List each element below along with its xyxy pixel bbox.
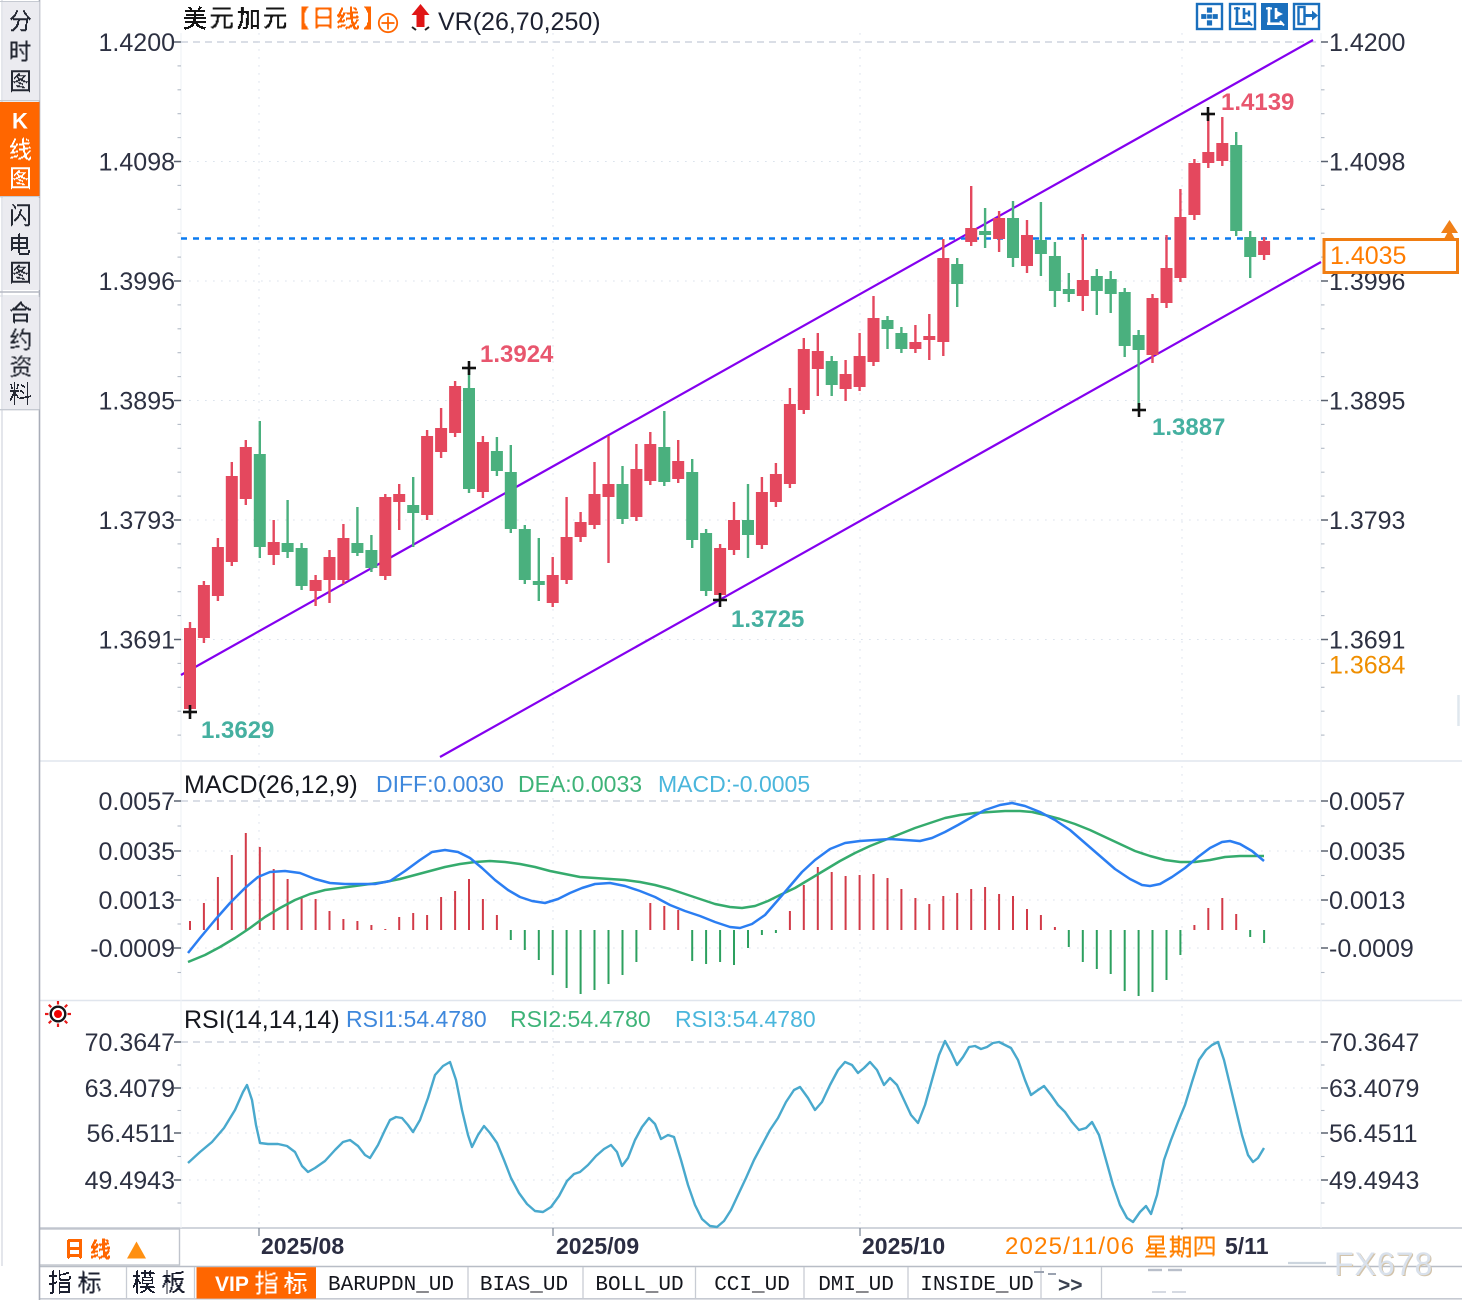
svg-text:1.3629: 1.3629	[201, 717, 274, 744]
svg-text:1.3895: 1.3895	[99, 388, 175, 416]
svg-text:>>: >>	[1058, 1274, 1083, 1297]
svg-text:MACD(26,12,9): MACD(26,12,9)	[184, 771, 358, 799]
svg-text:63.4079: 63.4079	[85, 1075, 175, 1103]
svg-text:63.4079: 63.4079	[1329, 1075, 1419, 1103]
svg-text:1.3924: 1.3924	[480, 341, 554, 368]
svg-text:0.0013: 0.0013	[99, 887, 175, 915]
svg-text:1.3996: 1.3996	[99, 268, 175, 296]
svg-text:1.4098: 1.4098	[99, 149, 175, 177]
svg-text:1.4098: 1.4098	[1329, 149, 1405, 177]
svg-text:70.3647: 70.3647	[85, 1029, 175, 1057]
svg-text:2025/09: 2025/09	[556, 1233, 639, 1259]
svg-text:2025/08: 2025/08	[261, 1233, 344, 1259]
svg-text:DEA:0.0033: DEA:0.0033	[518, 771, 642, 797]
svg-text:49.4943: 49.4943	[1329, 1167, 1419, 1195]
svg-text:1.4200: 1.4200	[99, 29, 175, 57]
svg-text:0.0057: 0.0057	[1329, 788, 1405, 816]
svg-text:BIAS_UD: BIAS_UD	[480, 1274, 568, 1297]
svg-text:1.3691: 1.3691	[99, 627, 175, 655]
svg-text:1.4139: 1.4139	[1221, 89, 1294, 116]
svg-text:FX678: FX678	[1334, 1246, 1433, 1282]
svg-text:K: K	[12, 108, 28, 133]
svg-text:0.0013: 0.0013	[1329, 887, 1405, 915]
svg-text:FX678: FX678	[1335, 1247, 1434, 1283]
svg-text:0.0035: 0.0035	[1329, 838, 1405, 866]
svg-text:49.4943: 49.4943	[85, 1167, 175, 1195]
svg-text:BARUPDN_UD: BARUPDN_UD	[328, 1274, 454, 1297]
svg-text:1.3691: 1.3691	[1329, 627, 1405, 655]
svg-text:RSI(14,14,14): RSI(14,14,14)	[184, 1006, 340, 1034]
svg-text:56.4511: 56.4511	[1329, 1120, 1418, 1148]
svg-text:CCI_UD: CCI_UD	[714, 1274, 790, 1297]
svg-text:DMI_UD: DMI_UD	[818, 1274, 894, 1297]
svg-text:VIP: VIP	[215, 1273, 249, 1296]
svg-text:RSI3:54.4780: RSI3:54.4780	[675, 1006, 816, 1032]
svg-text:2025/11/06: 2025/11/06	[1005, 1233, 1135, 1260]
svg-text:2025/10: 2025/10	[862, 1233, 945, 1259]
svg-text:-0.0009: -0.0009	[1329, 935, 1414, 963]
svg-text:1.3725: 1.3725	[731, 606, 804, 633]
svg-text:DIFF:0.0030: DIFF:0.0030	[376, 771, 504, 797]
svg-text:0.0057: 0.0057	[99, 788, 175, 816]
svg-text:1.4035: 1.4035	[1330, 242, 1406, 270]
svg-text:1.4200: 1.4200	[1329, 29, 1405, 57]
svg-text:MACD:-0.0005: MACD:-0.0005	[658, 771, 810, 797]
svg-text:0.0035: 0.0035	[99, 838, 175, 866]
svg-text:1.3793: 1.3793	[1329, 507, 1405, 535]
svg-text:BOLL_UD: BOLL_UD	[595, 1274, 683, 1297]
svg-text:1.3684: 1.3684	[1329, 652, 1406, 680]
svg-text:1.3895: 1.3895	[1329, 388, 1405, 416]
svg-text:1.3793: 1.3793	[99, 507, 175, 535]
svg-text:-0.0009: -0.0009	[90, 935, 175, 963]
svg-text:1.3887: 1.3887	[1152, 414, 1225, 441]
svg-text:56.4511: 56.4511	[86, 1120, 175, 1148]
svg-text:RSI1:54.4780: RSI1:54.4780	[346, 1006, 487, 1032]
svg-text:70.3647: 70.3647	[1329, 1029, 1419, 1057]
svg-text:5/11: 5/11	[1225, 1233, 1269, 1259]
svg-text:RSI2:54.4780: RSI2:54.4780	[510, 1006, 651, 1032]
svg-text:INSIDE_UD: INSIDE_UD	[920, 1274, 1033, 1297]
svg-text:VR(26,70,250): VR(26,70,250)	[438, 8, 601, 36]
